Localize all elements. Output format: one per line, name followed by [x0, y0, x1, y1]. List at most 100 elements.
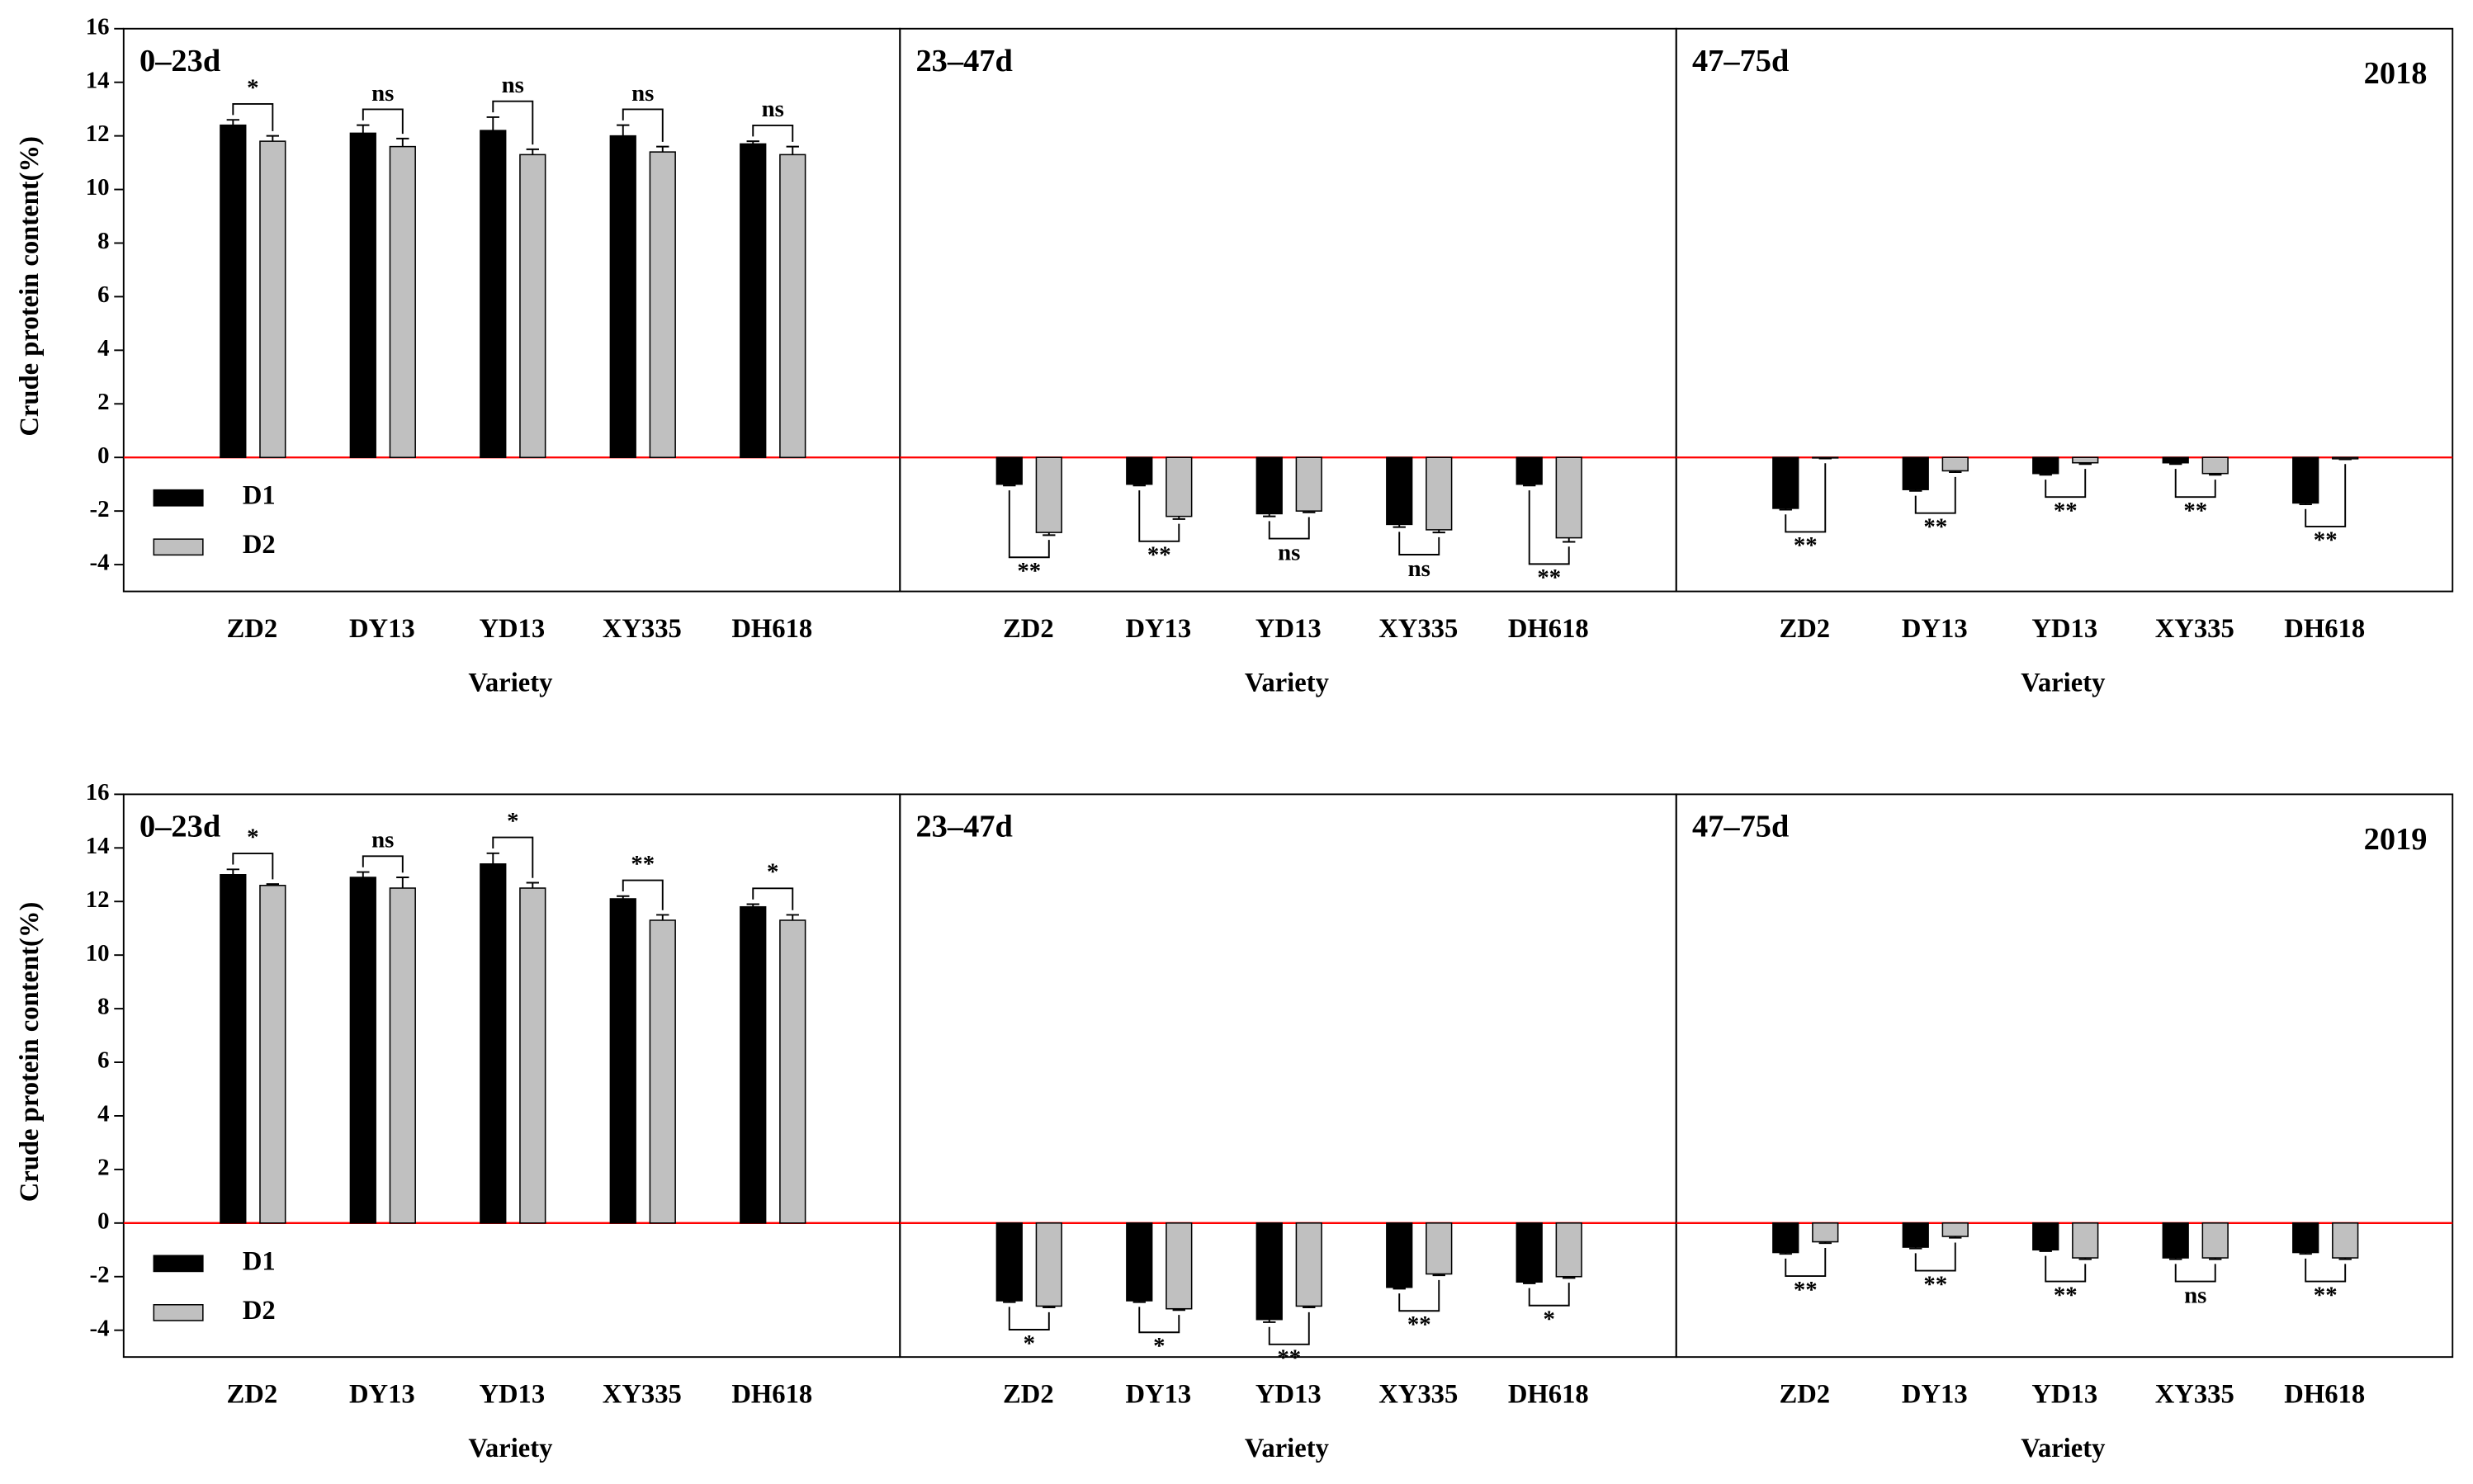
significance-label: ** [1017, 558, 1041, 584]
significance-bracket [1268, 517, 1310, 540]
error-bar [226, 119, 239, 125]
error-bar [2039, 1250, 2052, 1252]
year-label: 2018 [2364, 56, 2428, 91]
significance-bracket [492, 836, 534, 878]
error-bar [1132, 1300, 1146, 1303]
x-tick-label: DY13 [1125, 614, 1191, 644]
significance-label: ** [1147, 542, 1171, 569]
significance-label: ns [2184, 1282, 2206, 1308]
x-tick-label: DH618 [2284, 614, 2365, 644]
error-bar [1949, 470, 1962, 474]
x-tick-label: DH618 [1508, 614, 1589, 644]
bar [1295, 456, 1322, 512]
error-bar [266, 135, 280, 142]
significance-label: ** [631, 851, 655, 877]
y-tick-label: 8 [97, 228, 109, 254]
significance-label: * [247, 74, 258, 101]
error-bar [2039, 473, 2052, 476]
significance-bracket [1138, 490, 1180, 542]
legend-swatch [153, 1304, 204, 1321]
bar [2332, 1222, 2359, 1259]
significance-bracket [492, 100, 534, 145]
error-bar [2209, 473, 2222, 476]
y-tick-label: -2 [90, 1261, 110, 1288]
y-tick-label: 6 [97, 1047, 109, 1074]
x-tick-label: ZD2 [227, 614, 278, 644]
significance-bracket [622, 879, 664, 910]
significance-label: ns [762, 96, 784, 122]
legend-label: D1 [243, 1246, 276, 1276]
error-bar [2169, 462, 2182, 466]
error-bar [1523, 1282, 1536, 1284]
error-bar [1303, 511, 1316, 513]
x-tick-label: YD13 [1255, 1380, 1322, 1410]
y-tick-label: 0 [97, 1208, 109, 1234]
error-bar [1909, 1247, 1922, 1250]
error-bar [1172, 1308, 1185, 1311]
significance-bracket [362, 855, 404, 873]
significance-label: * [507, 808, 518, 834]
bar [349, 877, 376, 1224]
significance-label: ** [1277, 1345, 1301, 1372]
x-tick-label: ZD2 [1003, 614, 1054, 644]
bar [220, 874, 247, 1224]
bar [480, 863, 507, 1224]
bar [649, 151, 676, 458]
x-tick-label: DY13 [1902, 1380, 1968, 1410]
error-bar [2299, 503, 2312, 505]
error-bar [617, 895, 630, 899]
error-bar [2299, 1252, 2312, 1255]
error-bar [2209, 1258, 2222, 1260]
y-tick-label: 8 [97, 994, 109, 1020]
error-bar [396, 877, 409, 889]
bar [2162, 456, 2189, 464]
legend-label: D2 [243, 1296, 276, 1326]
bar [2072, 1222, 2099, 1259]
error-bar [357, 124, 370, 134]
bar [1812, 1222, 1839, 1243]
y-tick-label: 14 [86, 833, 110, 859]
significance-bracket [2305, 464, 2347, 527]
x-tick-label: YD13 [479, 1380, 545, 1410]
bar [779, 154, 806, 458]
panel-label: 47–75d [1692, 809, 1789, 844]
legend-swatch [153, 1255, 204, 1273]
bar [649, 919, 676, 1224]
error-bar [1172, 516, 1185, 520]
significance-label: ** [1923, 514, 1947, 541]
error-bar [2338, 458, 2352, 461]
y-axis-label: Crude protein content(%) [15, 902, 45, 1203]
bar [1515, 1222, 1543, 1283]
legend-label: D2 [243, 530, 276, 560]
bar [2292, 1222, 2319, 1254]
significance-bracket [1008, 490, 1050, 559]
bar [2162, 1222, 2189, 1259]
bar [1126, 456, 1153, 485]
significance-bracket [2045, 469, 2087, 499]
significance-label: ** [2054, 498, 2078, 524]
panel-frame [1675, 793, 2454, 1359]
bar [1166, 456, 1193, 518]
significance-label: ** [2314, 527, 2338, 554]
y-tick-label: -4 [90, 1315, 110, 1341]
x-tick-label: DY13 [1125, 1380, 1191, 1410]
bar [1772, 456, 1799, 509]
bar [519, 154, 546, 458]
error-bar [486, 116, 499, 131]
significance-label: * [1544, 1307, 1555, 1333]
x-tick-label: DH618 [731, 1380, 812, 1410]
significance-bracket [2045, 1255, 2087, 1283]
error-bar [1043, 532, 1056, 536]
x-axis-label: Variety [2021, 1434, 2105, 1463]
error-bar [1043, 1306, 1056, 1309]
y-tick-label: 12 [86, 886, 110, 913]
bar [480, 130, 507, 458]
significance-label: ** [1537, 565, 1561, 591]
error-bar [786, 145, 799, 155]
y-tick-label: 12 [86, 121, 110, 147]
x-axis-label: Variety [1245, 668, 1329, 697]
y-tick-label: 16 [86, 779, 110, 806]
bar [389, 145, 416, 458]
y-tick-label: 2 [97, 389, 109, 415]
